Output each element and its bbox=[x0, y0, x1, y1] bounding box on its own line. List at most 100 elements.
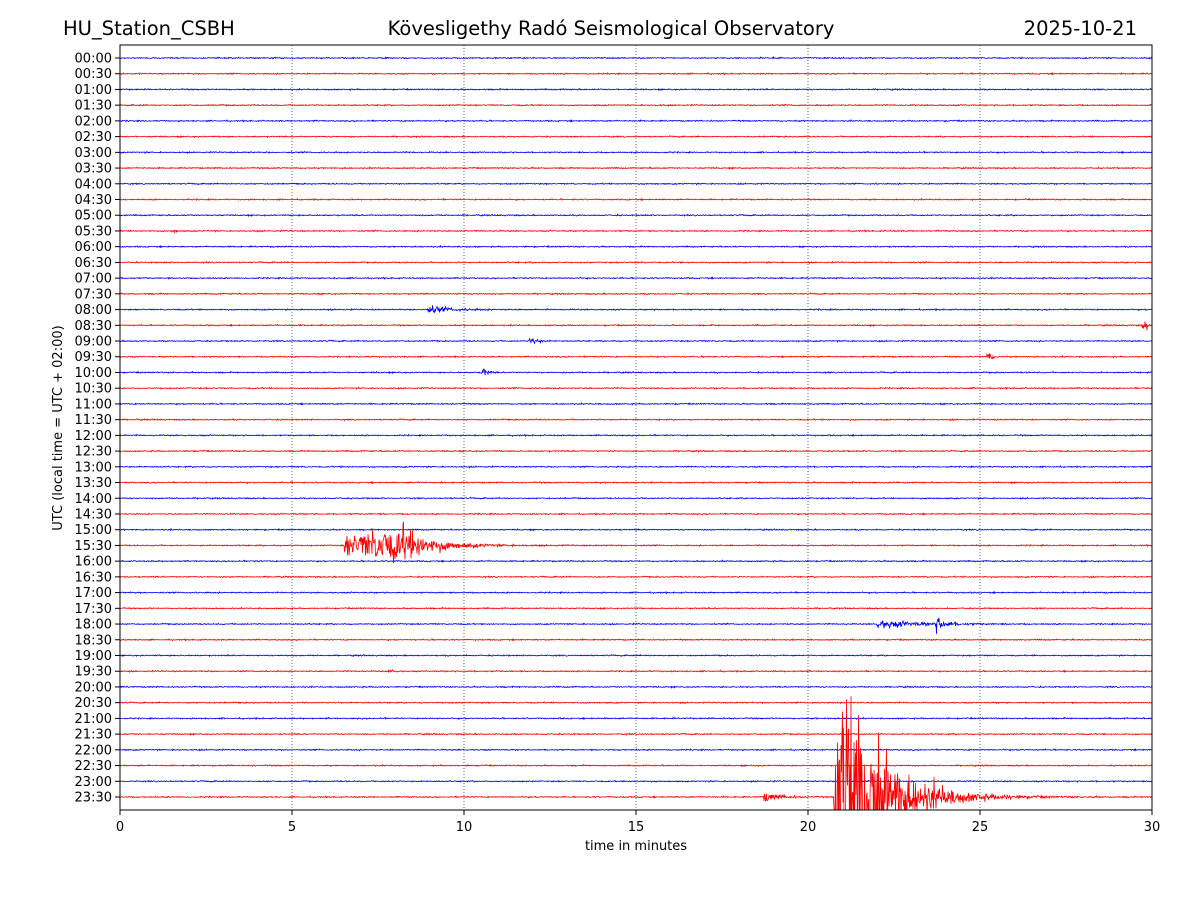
y-tick-label: 02:30 bbox=[75, 130, 112, 145]
y-tick-label: 23:30 bbox=[75, 791, 112, 806]
trace-1400 bbox=[120, 496, 1152, 500]
x-tick-label: 10 bbox=[456, 820, 473, 835]
trace-0530 bbox=[120, 229, 1152, 234]
y-tick-label: 11:00 bbox=[75, 397, 112, 412]
y-tick-label: 14:30 bbox=[75, 507, 112, 522]
y-tick-label: 13:00 bbox=[75, 460, 112, 475]
y-tick-label: 18:00 bbox=[75, 618, 112, 633]
y-tick-label: 07:30 bbox=[75, 287, 112, 302]
y-tick-label: 20:30 bbox=[75, 696, 112, 711]
trace-1100 bbox=[120, 402, 1152, 406]
y-tick-label: 11:30 bbox=[75, 413, 112, 428]
y-tick-label: 08:00 bbox=[75, 303, 112, 318]
trace-1800 bbox=[120, 617, 1152, 634]
trace-0200 bbox=[120, 118, 1152, 123]
trace-1300 bbox=[120, 465, 1152, 469]
trace-0000 bbox=[120, 56, 1152, 60]
trace-0900 bbox=[120, 337, 1152, 345]
x-tick-label: 5 bbox=[288, 820, 296, 835]
y-tick-label: 00:00 bbox=[75, 52, 112, 67]
trace-2100 bbox=[120, 716, 1152, 721]
y-tick-label: 09:00 bbox=[75, 335, 112, 350]
trace-1600 bbox=[120, 559, 1152, 564]
y-tick-label: 19:00 bbox=[75, 649, 112, 664]
y-tick-label: 17:30 bbox=[75, 602, 112, 617]
y-tick-label: 05:30 bbox=[75, 224, 112, 239]
y-tick-label: 16:00 bbox=[75, 555, 112, 570]
trace-0400 bbox=[120, 182, 1152, 186]
x-axis-label: time in minutes bbox=[585, 839, 687, 854]
trace-0330 bbox=[120, 166, 1152, 171]
y-tick-label: 06:30 bbox=[75, 256, 112, 271]
y-tick-label: 18:30 bbox=[75, 633, 112, 648]
trace-1530 bbox=[120, 521, 1152, 564]
y-tick-label: 03:30 bbox=[75, 162, 112, 177]
y-tick-label: 08:30 bbox=[75, 319, 112, 334]
y-tick-label: 02:00 bbox=[75, 114, 112, 129]
y-tick-label: 22:30 bbox=[75, 759, 112, 774]
trace-0800 bbox=[120, 305, 1152, 314]
trace-0500 bbox=[120, 213, 1152, 218]
trace-2230 bbox=[120, 763, 1152, 768]
trace-1330 bbox=[120, 480, 1152, 485]
trace-1200 bbox=[120, 433, 1152, 438]
trace-1230 bbox=[120, 449, 1152, 453]
trace-2300 bbox=[120, 779, 1152, 784]
trace-1500 bbox=[120, 527, 1152, 532]
y-tick-label: 05:00 bbox=[75, 209, 112, 224]
y-tick-label: 06:00 bbox=[75, 240, 112, 255]
trace-0700 bbox=[120, 276, 1152, 280]
y-tick-label: 09:30 bbox=[75, 350, 112, 365]
trace-0030 bbox=[120, 71, 1152, 76]
trace-1030 bbox=[120, 386, 1152, 390]
y-tick-label: 10:30 bbox=[75, 382, 112, 397]
y-axis-label: UTC (local time = UTC + 02:00) bbox=[51, 325, 66, 530]
trace-1130 bbox=[120, 417, 1152, 422]
y-tick-label: 22:00 bbox=[75, 743, 112, 758]
y-tick-label: 03:00 bbox=[75, 146, 112, 161]
chart-title: Kövesligethy Radó Seismological Observat… bbox=[388, 17, 835, 40]
trace-1000 bbox=[120, 368, 1152, 376]
y-tick-label: 13:30 bbox=[75, 476, 112, 491]
station-title: HU_Station_CSBH bbox=[63, 17, 235, 40]
x-tick-label: 25 bbox=[972, 820, 989, 835]
trace-1700 bbox=[120, 590, 1152, 595]
y-tick-label: 20:00 bbox=[75, 680, 112, 695]
x-tick-label: 30 bbox=[1144, 820, 1161, 835]
trace-0730 bbox=[120, 292, 1152, 296]
y-tick-label: 04:00 bbox=[75, 177, 112, 192]
trace-1900 bbox=[120, 653, 1152, 658]
trace-1630 bbox=[120, 575, 1152, 579]
grid-lines bbox=[291, 45, 981, 810]
trace-0600 bbox=[120, 244, 1152, 249]
trace-0930 bbox=[120, 352, 1152, 360]
trace-0830 bbox=[120, 321, 1152, 331]
x-tick-label: 20 bbox=[800, 820, 817, 835]
y-tick-label: 21:30 bbox=[75, 728, 112, 743]
trace-0100 bbox=[120, 87, 1152, 92]
y-tick-label: 15:00 bbox=[75, 523, 112, 538]
y-tick-label: 23:00 bbox=[75, 775, 112, 790]
trace-0300 bbox=[120, 150, 1152, 155]
trace-2330 bbox=[120, 696, 1152, 810]
y-tick-label: 04:30 bbox=[75, 193, 112, 208]
trace-0630 bbox=[120, 260, 1152, 265]
y-tick-label: 00:30 bbox=[75, 67, 112, 82]
y-axis: 00:0000:3001:0001:3002:0002:3003:0003:30… bbox=[75, 52, 120, 806]
y-tick-label: 15:30 bbox=[75, 539, 112, 554]
y-tick-label: 07:00 bbox=[75, 272, 112, 287]
trace-2030 bbox=[120, 700, 1152, 705]
trace-0230 bbox=[120, 134, 1152, 139]
y-tick-label: 16:30 bbox=[75, 570, 112, 585]
trace-1430 bbox=[120, 512, 1152, 516]
y-tick-label: 12:30 bbox=[75, 445, 112, 460]
trace-0130 bbox=[120, 103, 1152, 107]
y-tick-label: 01:30 bbox=[75, 99, 112, 114]
x-axis: 0 5 10 15 20 25 30 bbox=[116, 810, 1160, 835]
trace-0430 bbox=[120, 197, 1152, 202]
y-tick-label: 10:00 bbox=[75, 366, 112, 381]
y-tick-label: 19:30 bbox=[75, 665, 112, 680]
y-tick-label: 01:00 bbox=[75, 83, 112, 98]
x-tick-label: 0 bbox=[116, 820, 124, 835]
